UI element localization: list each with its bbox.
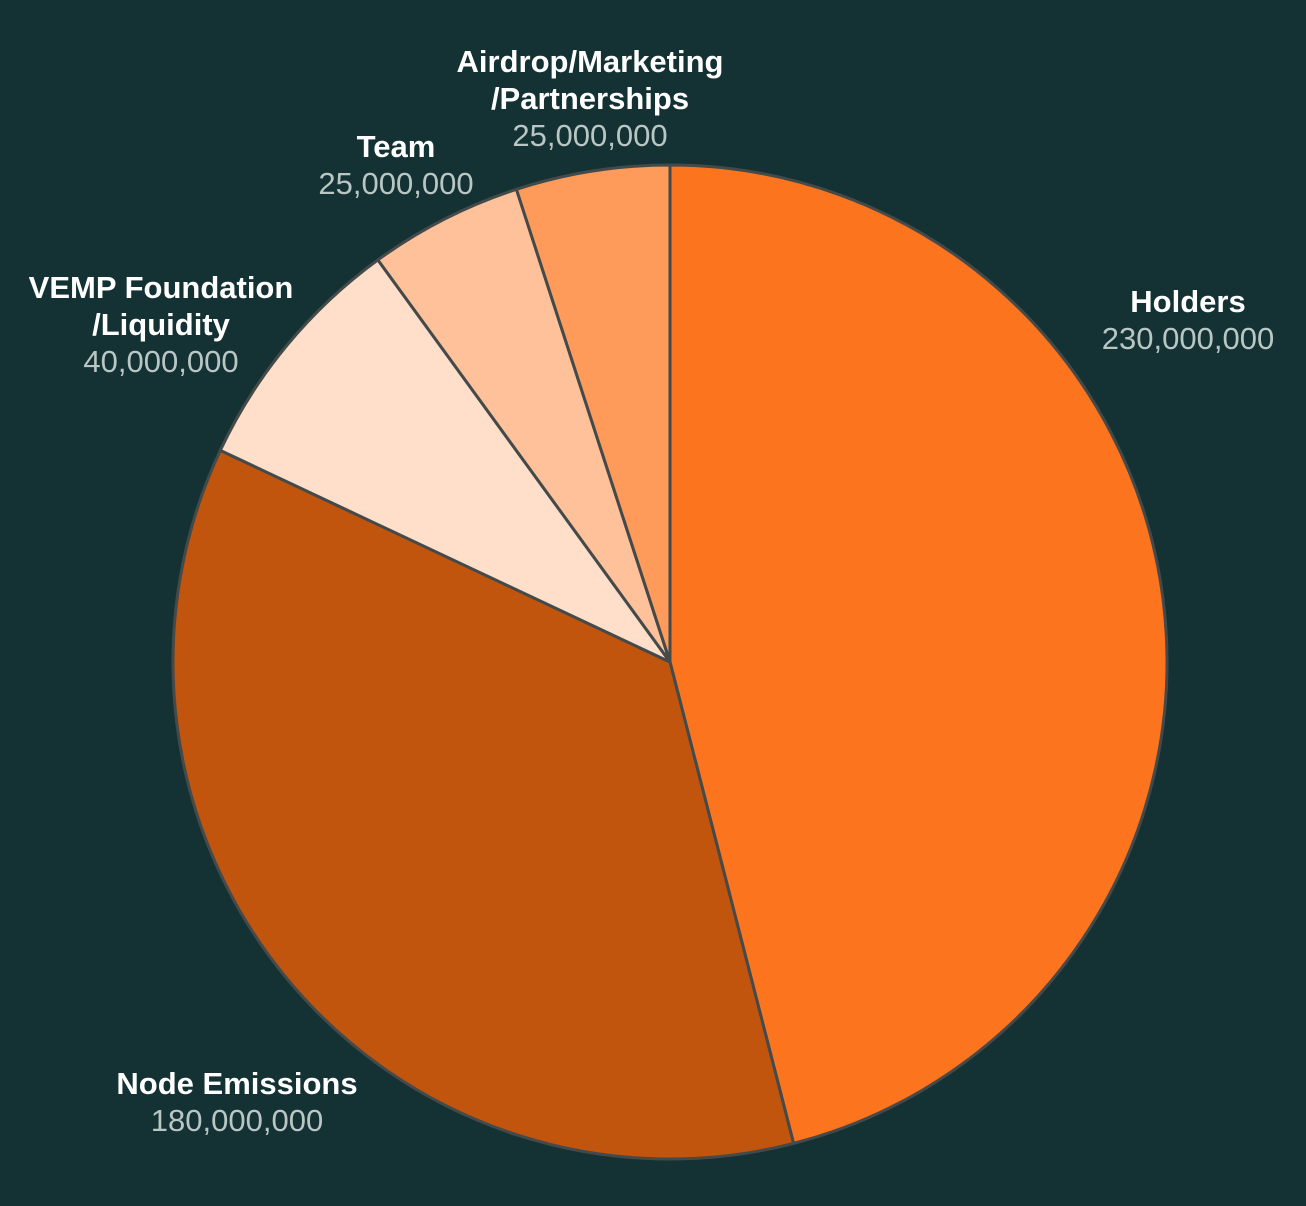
slice-name-text: Airdrop/Marketing — [457, 44, 724, 79]
slice-value-text: 25,000,000 — [318, 166, 473, 201]
slice-name-text: Team — [357, 129, 436, 164]
pie-slice-vemp-foundation-liquidity — [218, 258, 672, 664]
slices-layer — [171, 163, 1169, 1161]
slice-value-text: 40,000,000 — [83, 344, 238, 379]
slice-value-text: 180,000,000 — [151, 1103, 323, 1138]
pie-slice-team — [376, 187, 672, 664]
slice-value-text: 230,000,000 — [1102, 321, 1274, 356]
pie-slice-holders — [668, 163, 1169, 1145]
slice-name-text: Node Emissions — [116, 1066, 357, 1101]
slice-name-text: /Liquidity — [92, 307, 231, 342]
slice-name-text: Holders — [1130, 284, 1245, 319]
slice-value-text: 25,000,000 — [512, 118, 667, 153]
slice-name-text: /Partnerships — [491, 81, 689, 116]
slice-name-text: VEMP Foundation — [29, 270, 294, 305]
pie-slice-airdrop-marketing-partnerships — [514, 163, 672, 664]
pie-slice-node-emissions — [171, 448, 796, 1161]
